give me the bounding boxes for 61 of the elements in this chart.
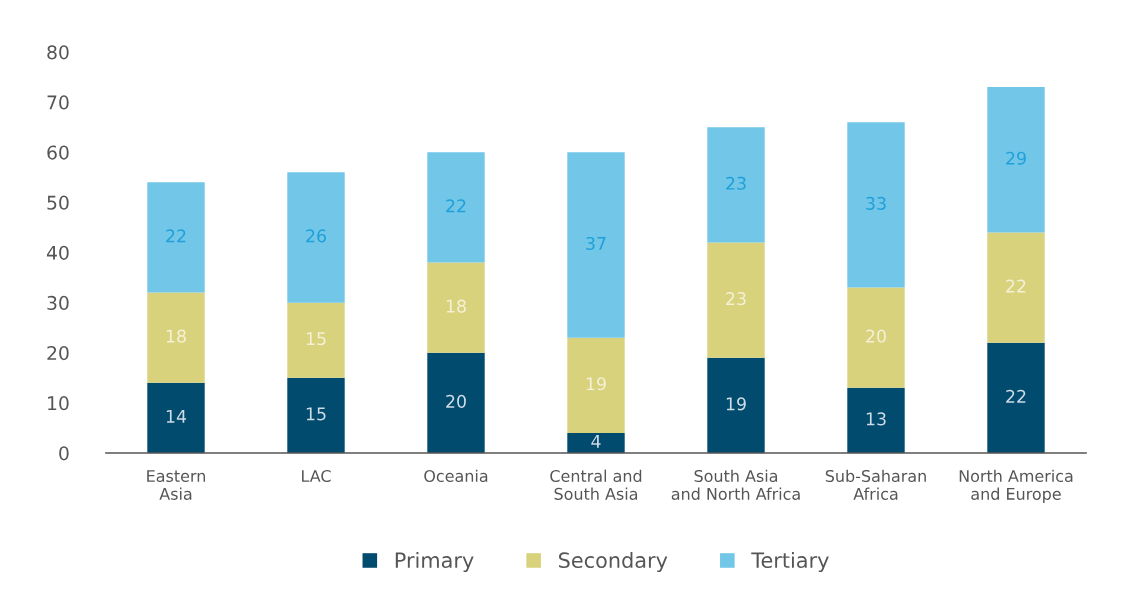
bar	[987, 87, 1045, 233]
data-label: 37	[586, 236, 606, 251]
bar	[567, 152, 625, 338]
data-label: 19	[586, 377, 606, 391]
data-label: 14	[166, 410, 187, 423]
bar	[147, 292, 205, 383]
y-tick-label: 30	[47, 295, 69, 311]
bar	[427, 352, 485, 453]
bar	[287, 302, 345, 378]
bar	[847, 387, 905, 453]
data-label: 20	[866, 329, 886, 343]
bar	[987, 342, 1045, 453]
y-tick-label: 50	[47, 195, 69, 210]
bar	[707, 127, 765, 243]
y-tick-label: 80	[47, 45, 69, 60]
y-tick-label: 0	[59, 446, 69, 461]
data-label: 23	[726, 176, 746, 190]
data-label: 13	[866, 412, 886, 426]
bar	[147, 182, 205, 293]
data-label: 22	[1006, 279, 1026, 293]
data-label: 4	[591, 435, 601, 448]
x-tick-label: LAC	[302, 469, 331, 483]
data-label: 26	[306, 229, 326, 243]
x-tick-label: South Asia and North Africa	[671, 469, 800, 500]
x-tick-label: Central and South Asia	[550, 469, 642, 500]
data-label: 22	[1006, 389, 1026, 403]
data-label: 15	[306, 407, 326, 421]
bar	[707, 357, 765, 453]
y-tick-label: 20	[47, 345, 69, 361]
bar	[847, 122, 905, 288]
bar	[567, 432, 625, 453]
bar	[287, 377, 345, 453]
y-tick-label: 60	[47, 145, 69, 160]
bar	[987, 232, 1045, 343]
legend-label: Tertiary	[751, 551, 829, 573]
bar	[427, 152, 485, 263]
data-label: 22	[166, 229, 186, 243]
bar	[847, 287, 905, 388]
data-label: 33	[866, 196, 886, 210]
data-label: 19	[726, 397, 746, 411]
legend-label: Primary	[395, 551, 474, 573]
data-label: 18	[446, 299, 466, 313]
bar	[147, 382, 205, 453]
x-tick-label: Eastern Asia	[147, 470, 205, 500]
x-tick-label: Sub-Saharan Africa	[825, 469, 926, 500]
data-label: 23	[726, 292, 746, 306]
x-tick-label: North America and Europe	[959, 469, 1073, 504]
y-tick-label: 10	[48, 396, 69, 411]
data-label: 29	[1006, 151, 1026, 165]
bar	[707, 242, 765, 358]
bar	[287, 172, 345, 303]
y-tick-label: 40	[46, 245, 69, 260]
bar	[567, 337, 625, 433]
data-label: 18	[166, 329, 186, 343]
data-label: 15	[306, 332, 326, 346]
data-label: 22	[446, 199, 466, 213]
data-label: 20	[446, 394, 466, 408]
y-tick-label: 70	[47, 95, 69, 110]
x-tick-label: Oceania	[424, 469, 488, 483]
legend-label: Secondary	[558, 551, 668, 573]
bar	[427, 262, 485, 353]
